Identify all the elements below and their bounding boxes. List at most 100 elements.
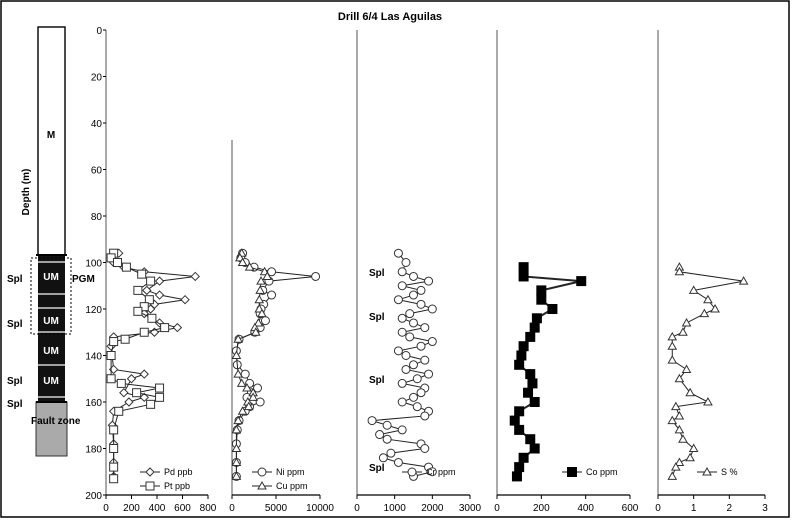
data-point bbox=[255, 397, 265, 407]
data-point bbox=[529, 443, 540, 454]
data-point bbox=[114, 406, 124, 416]
data-point bbox=[233, 369, 244, 378]
data-point bbox=[253, 383, 263, 393]
data-point bbox=[412, 374, 422, 384]
spl-box bbox=[32, 364, 70, 398]
data-point bbox=[401, 364, 411, 374]
data-point bbox=[378, 453, 388, 463]
x-tick-label: 200 bbox=[123, 503, 140, 514]
data-point bbox=[256, 276, 266, 285]
data-point bbox=[267, 267, 277, 277]
data-point bbox=[154, 276, 165, 286]
log-unit-um bbox=[38, 255, 65, 402]
data-point bbox=[681, 317, 692, 327]
data-point bbox=[427, 467, 437, 477]
data-point bbox=[233, 415, 244, 425]
data-point bbox=[576, 276, 587, 287]
x-tick-label: 1000 bbox=[384, 503, 407, 514]
data-point bbox=[685, 452, 695, 462]
data-point bbox=[674, 424, 685, 434]
data-point bbox=[257, 308, 267, 318]
data-point bbox=[547, 304, 558, 314]
data-point bbox=[109, 462, 119, 472]
data-point bbox=[155, 383, 165, 393]
x-tick-label: 200 bbox=[533, 503, 550, 514]
data-point bbox=[124, 397, 134, 407]
data-point bbox=[427, 337, 437, 347]
data-point bbox=[146, 399, 156, 409]
data-point bbox=[172, 322, 183, 333]
data-point bbox=[119, 387, 129, 398]
y-axis-label: Depth (m) bbox=[21, 169, 32, 216]
log-spl-label: Spl bbox=[7, 399, 23, 410]
data-point bbox=[231, 350, 242, 359]
data-point bbox=[397, 267, 407, 277]
data-point bbox=[667, 415, 678, 425]
data-point bbox=[667, 341, 678, 350]
data-point bbox=[106, 374, 116, 384]
data-point bbox=[525, 434, 536, 445]
legend-marker bbox=[145, 467, 155, 477]
data-point bbox=[393, 248, 403, 258]
data-point bbox=[703, 396, 713, 406]
data-point bbox=[409, 360, 418, 370]
x-tick-label: 5000 bbox=[265, 503, 288, 514]
data-point bbox=[253, 317, 264, 327]
data-point bbox=[106, 253, 116, 263]
data-point bbox=[382, 420, 392, 430]
data-point bbox=[155, 392, 165, 402]
x-tick-label: 400 bbox=[577, 503, 594, 514]
data-point bbox=[393, 457, 403, 467]
y-tick-label: 40 bbox=[91, 119, 103, 130]
data-point bbox=[518, 262, 529, 273]
data-point bbox=[420, 355, 430, 365]
data-point bbox=[126, 374, 137, 384]
data-point bbox=[386, 448, 396, 458]
data-point bbox=[144, 295, 154, 305]
data-point bbox=[397, 425, 407, 435]
data-point bbox=[688, 285, 699, 294]
data-point bbox=[670, 462, 681, 471]
x-tick-label: 2000 bbox=[421, 503, 444, 514]
data-point bbox=[674, 373, 685, 383]
data-point bbox=[420, 411, 430, 421]
legend-marker bbox=[702, 466, 712, 476]
data-point bbox=[375, 430, 385, 440]
log-unit-label: M bbox=[47, 130, 55, 141]
x-tick-label: 0 bbox=[354, 503, 360, 514]
data-point bbox=[180, 294, 190, 305]
chart-title: Drill 6/4 Las Aguilas bbox=[338, 11, 442, 23]
legend-label: Pd ppb bbox=[164, 467, 193, 477]
data-point bbox=[367, 416, 377, 426]
data-point bbox=[511, 471, 522, 482]
data-point bbox=[393, 295, 403, 305]
data-point bbox=[142, 285, 152, 296]
data-point bbox=[160, 323, 170, 333]
data-point bbox=[137, 269, 147, 279]
data-point bbox=[109, 425, 119, 435]
data-point bbox=[231, 471, 242, 480]
x-tick-label: 600 bbox=[174, 503, 191, 514]
data-point bbox=[236, 378, 247, 387]
y-tick-label: 80 bbox=[91, 212, 103, 223]
data-point bbox=[685, 387, 695, 397]
data-point bbox=[242, 383, 252, 392]
log-fault-zone bbox=[35, 401, 68, 457]
data-point bbox=[120, 334, 130, 344]
x-tick-label: 3000 bbox=[459, 503, 482, 514]
data-point bbox=[254, 294, 265, 304]
data-point bbox=[405, 309, 415, 319]
data-point bbox=[416, 299, 426, 309]
y-tick-label: 180 bbox=[85, 445, 102, 456]
data-point bbox=[420, 444, 430, 453]
data-point bbox=[409, 271, 418, 281]
data-point bbox=[109, 444, 119, 453]
x-tick-label: 0 bbox=[229, 503, 235, 514]
x-tick-label: 10000 bbox=[306, 503, 334, 514]
data-point bbox=[112, 258, 122, 267]
spl-annotation: Spl bbox=[369, 375, 385, 386]
data-point bbox=[667, 355, 678, 364]
data-point bbox=[514, 424, 525, 435]
